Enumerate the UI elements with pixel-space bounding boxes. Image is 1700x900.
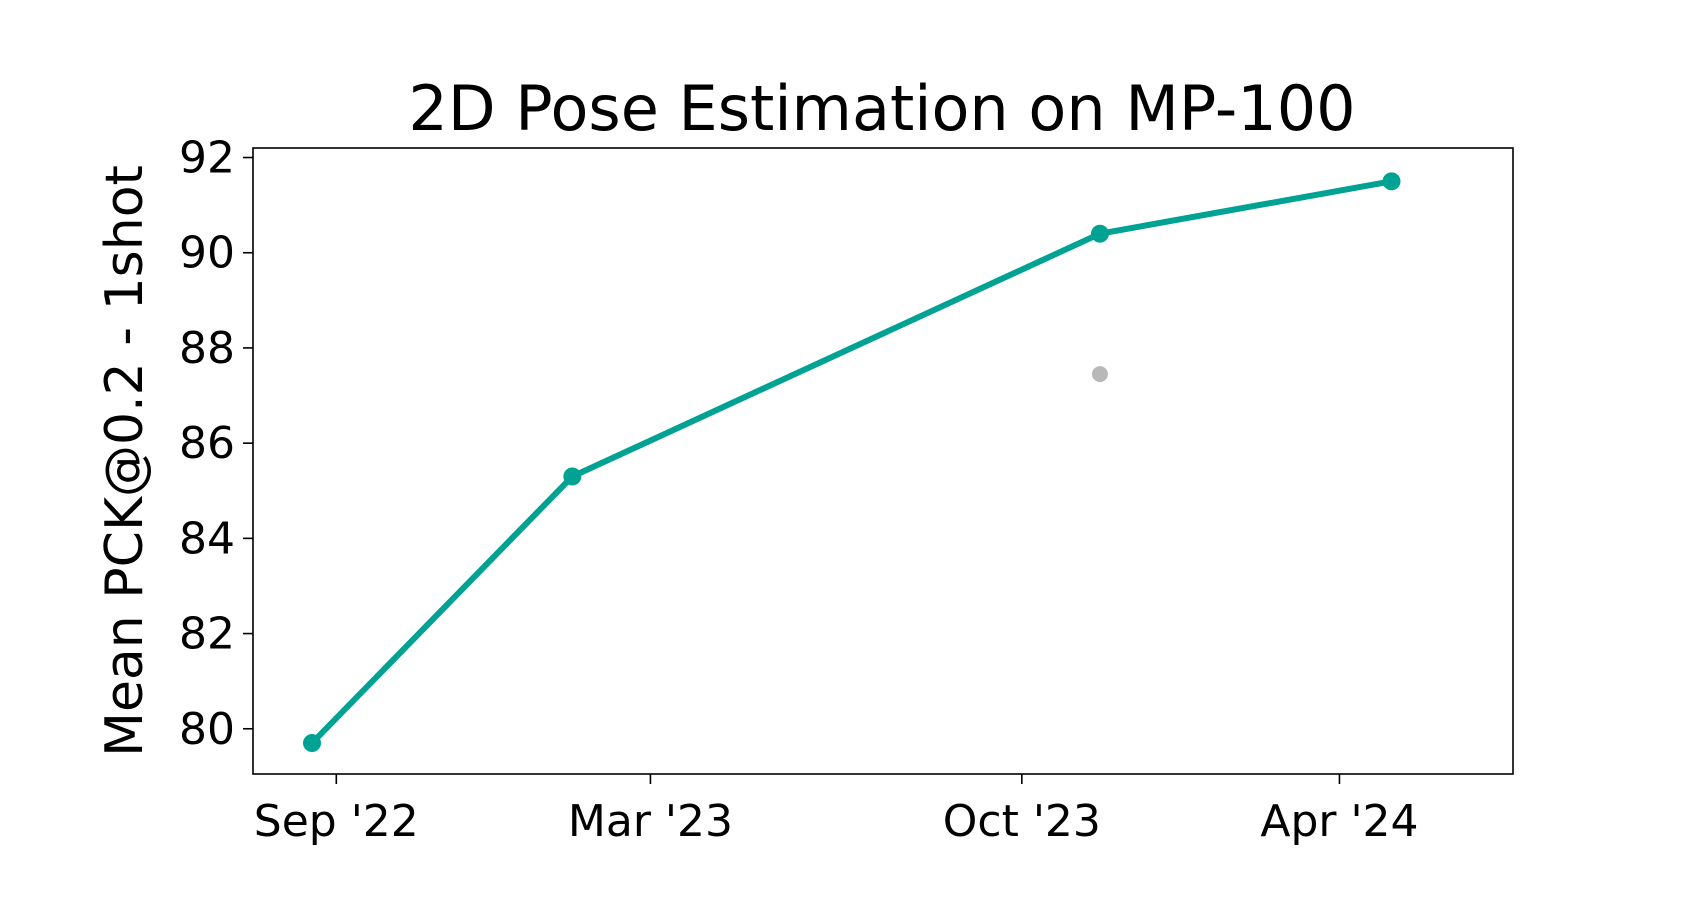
x-tick-label: Oct '23 — [943, 796, 1101, 847]
y-tick-label: 80 — [179, 704, 235, 755]
series-layer — [303, 172, 1401, 753]
series-point — [303, 734, 322, 753]
y-tick-label: 88 — [179, 323, 235, 374]
y-axis-label: Mean PCK@0.2 - 1shot — [95, 165, 155, 757]
y-tick-label: 90 — [179, 228, 235, 279]
series-line — [309, 178, 1395, 747]
y-tick-label: 86 — [179, 418, 235, 469]
y-tick-label: 92 — [179, 133, 235, 184]
y-tick-label: 84 — [179, 513, 235, 564]
series-point — [1090, 224, 1109, 243]
x-tick-label: Apr '24 — [1260, 796, 1418, 847]
x-tick-label: Sep '22 — [254, 796, 419, 847]
series-point — [563, 467, 582, 486]
x-tick-label: Mar '23 — [568, 796, 733, 847]
x-axis: Sep '22 Mar '23 Oct '23 Apr '24 — [254, 774, 1419, 847]
series-point — [1382, 172, 1401, 191]
extra-point — [1091, 366, 1108, 383]
plot-frame — [252, 147, 1514, 775]
y-tick-label: 82 — [179, 609, 235, 660]
y-axis: 80 82 84 86 88 90 92 — [179, 133, 253, 755]
chart-title: 2D Pose Estimation on MP-100 — [408, 72, 1355, 145]
